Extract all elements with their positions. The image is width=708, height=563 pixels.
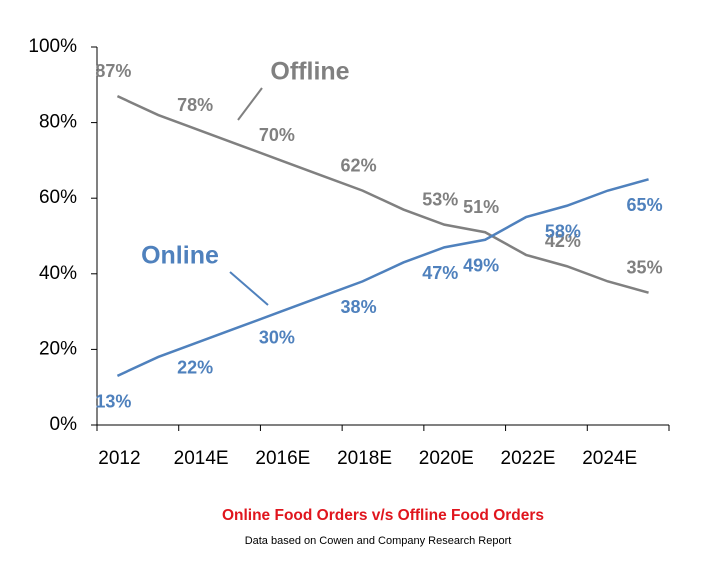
data-label: 47% (422, 263, 458, 283)
leader-line (237, 87, 263, 121)
data-label: 53% (422, 189, 458, 209)
data-label: 49% (463, 256, 499, 276)
data-label: 22% (177, 358, 213, 378)
y-tick-label: 40% (39, 263, 77, 284)
data-label: 62% (341, 155, 377, 175)
data-label: 38% (341, 297, 377, 317)
data-label: 65% (627, 195, 663, 215)
data-label: 78% (177, 95, 213, 115)
x-tick-label: 2022E (501, 448, 556, 469)
y-tick-label: 20% (39, 338, 77, 359)
y-tick-label: 100% (28, 36, 77, 57)
data-label: 58% (545, 222, 581, 242)
x-tick-label: 2020E (419, 448, 474, 469)
chart-title: Online Food Orders v/s Offline Food Orde… (222, 507, 544, 524)
y-tick-label: 60% (39, 187, 77, 208)
data-label: 35% (627, 257, 663, 277)
data-label: 30% (259, 327, 295, 347)
x-tick-label: 2012 (98, 448, 140, 469)
data-label: 42% (545, 231, 581, 251)
line-0 (116, 95, 649, 294)
chart-subtitle: Data based on Cowen and Company Research… (245, 535, 512, 547)
data-label: 87% (95, 61, 131, 81)
x-tick-label: 2024E (582, 448, 637, 469)
series-label: Offline (270, 58, 349, 86)
line-1 (116, 178, 649, 377)
data-label: 51% (463, 197, 499, 217)
x-tick-label: 2014E (174, 448, 229, 469)
data-label: 13% (95, 392, 131, 412)
leader-line (229, 271, 269, 306)
data-label: 70% (259, 125, 295, 145)
y-tick-label: 80% (39, 112, 77, 133)
series-label: Online (141, 242, 219, 270)
x-tick-label: 2016E (255, 448, 310, 469)
x-tick-label: 2018E (337, 448, 392, 469)
y-tick-label: 0% (50, 414, 78, 435)
